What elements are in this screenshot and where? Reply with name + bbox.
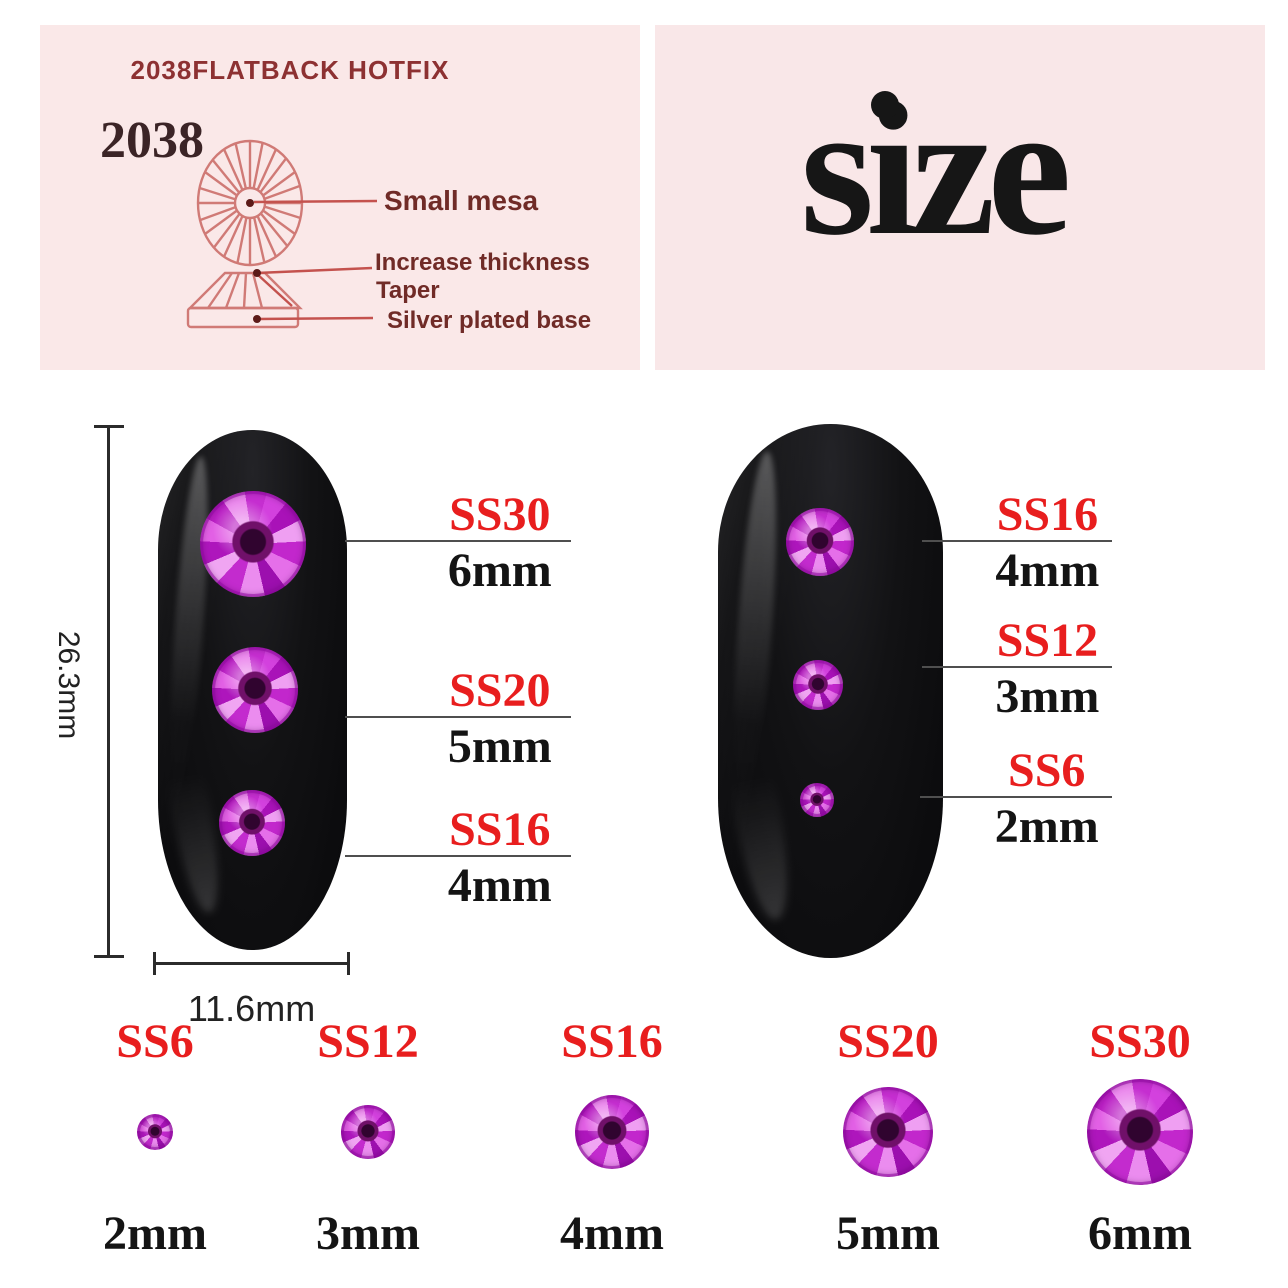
- ss-label: SS30: [1089, 1015, 1191, 1068]
- dimension-cap: [153, 952, 156, 975]
- rhinestone-spec-diagram: [186, 139, 378, 329]
- spec-panel-title: 2038FLATBACK HOTFIX: [130, 55, 450, 85]
- rhinestone-ss12: [341, 1105, 395, 1159]
- size-heading: size: [800, 65, 1071, 275]
- mm-label: 3mm: [316, 1207, 420, 1260]
- ss-label: SS6: [116, 1015, 194, 1068]
- ss-label: SS30: [449, 488, 551, 541]
- dimension-cap: [94, 955, 124, 958]
- nail-width-label: 11.6mm: [187, 988, 316, 1029]
- callout-ss30: SS30 6mm: [345, 491, 571, 606]
- dimension-line: [107, 425, 110, 958]
- callout-ss20: SS20 5mm: [345, 667, 571, 782]
- size-heading-panel: size: [655, 25, 1265, 370]
- mm-label: 2mm: [994, 800, 1099, 853]
- rhinestone-ss16: [219, 790, 285, 856]
- size-row-item-ss6: SS6 2mm: [65, 1018, 245, 1268]
- callout-ss6: SS6 2mm: [920, 747, 1112, 862]
- ss-label: SS20: [449, 664, 551, 717]
- nail-width-dimension: 11.6mm: [153, 952, 350, 1032]
- ss-label: SS6: [1008, 744, 1086, 797]
- label-increase-thickness: Increase thickness: [375, 249, 590, 276]
- mm-label: 6mm: [447, 544, 552, 597]
- mm-label: 3mm: [995, 670, 1100, 723]
- nail-right: [718, 424, 943, 958]
- nail-length-label: 26.3mm: [52, 630, 85, 740]
- ss-label: SS16: [996, 488, 1099, 541]
- mm-label: 5mm: [836, 1207, 940, 1260]
- callout-ss12: SS12 3mm: [922, 617, 1112, 732]
- size-row-item-ss16: SS16 4mm: [522, 1018, 702, 1268]
- dimension-cap: [94, 425, 124, 428]
- dimension-cap: [347, 952, 350, 975]
- rhinestone-ss16: [786, 508, 854, 576]
- nail-left: [158, 430, 347, 950]
- rhinestone-ss30: [1087, 1079, 1193, 1185]
- rhinestone-ss6: [137, 1114, 173, 1150]
- rhinestone-ss20: [843, 1087, 933, 1177]
- callout-ss16-left: SS16 4mm: [345, 806, 571, 921]
- ss-label: SS16: [449, 803, 551, 856]
- ss-label: SS12: [996, 614, 1099, 667]
- label-small-mesa: Small mesa: [384, 185, 539, 216]
- mm-label: 4mm: [447, 859, 552, 912]
- size-row-item-ss30: SS30 6mm: [1050, 1018, 1230, 1268]
- size-heading-dot: [871, 91, 899, 119]
- mm-label: 2mm: [103, 1207, 207, 1260]
- mm-label: 5mm: [447, 720, 552, 773]
- rhinestone-ss30: [200, 491, 306, 597]
- mm-label: 4mm: [995, 544, 1100, 597]
- label-taper: Taper: [376, 277, 440, 304]
- label-silver-plated-base: Silver plated base: [387, 307, 592, 334]
- ss-label: SS16: [561, 1015, 663, 1068]
- spec-panel: 2038FLATBACK HOTFIX 2038 Small mesa Incr…: [40, 25, 640, 370]
- callout-ss16-right: SS16 4mm: [922, 491, 1112, 606]
- size-row-item-ss12: SS12 3mm: [278, 1018, 458, 1268]
- mm-label: 6mm: [1088, 1207, 1192, 1260]
- model-number: 2038: [100, 112, 204, 169]
- mm-label: 4mm: [560, 1207, 664, 1260]
- rhinestone-ss6: [800, 783, 834, 817]
- ss-label: SS20: [837, 1015, 939, 1068]
- rhinestone-ss12: [793, 660, 843, 710]
- nail-length-dimension: [94, 425, 124, 958]
- size-row-item-ss20: SS20 5mm: [798, 1018, 978, 1268]
- rhinestone-ss16: [575, 1095, 649, 1169]
- ss-label: SS12: [317, 1015, 419, 1068]
- dimension-line: [153, 962, 350, 965]
- rhinestone-ss20: [212, 647, 298, 733]
